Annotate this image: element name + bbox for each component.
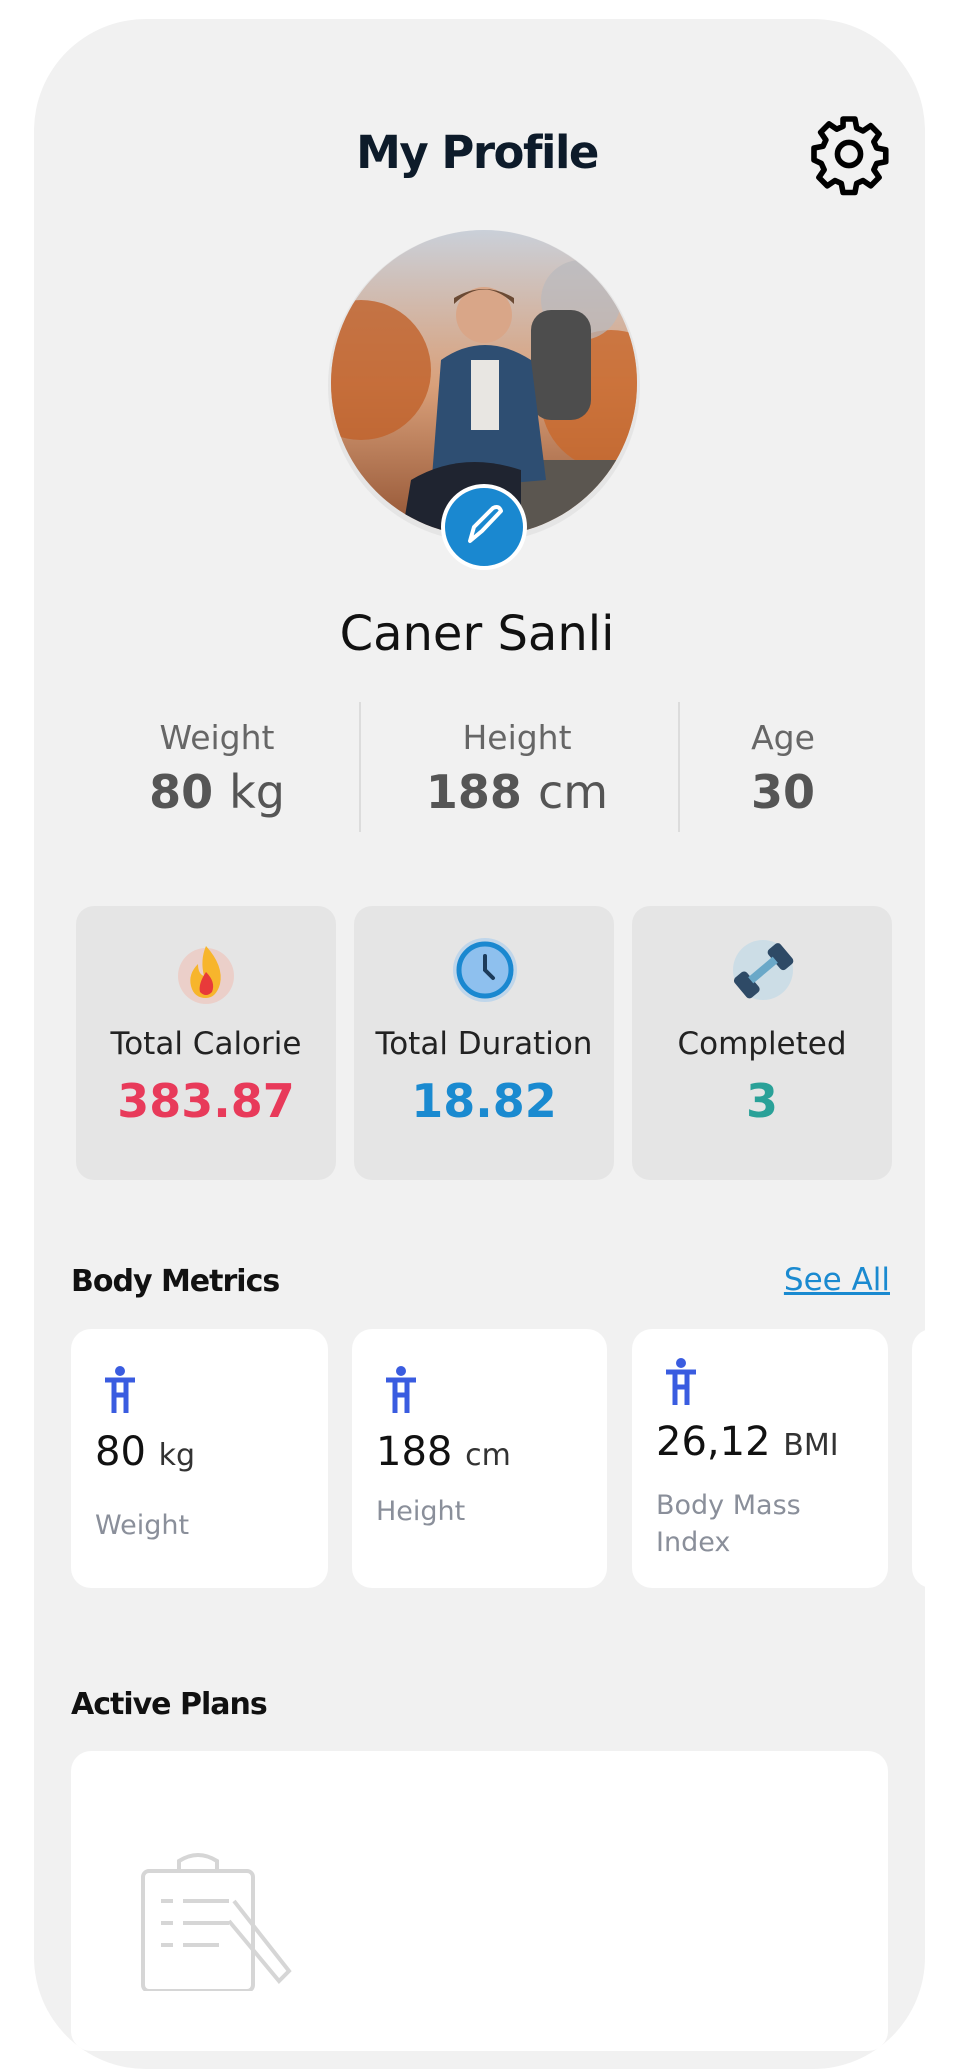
summary-card: Total Calorie 383.87	[76, 906, 336, 1180]
card-label: Total Duration	[375, 1026, 593, 1062]
metric-number: 26,12	[656, 1419, 771, 1465]
card-label: Completed	[677, 1026, 847, 1062]
profile-name: Caner Sanli	[339, 606, 615, 662]
metric-label: Body Mass Index	[656, 1490, 801, 1558]
metric-label: Height	[376, 1496, 466, 1527]
stat-label: Weight	[159, 718, 275, 757]
metric-card: 188 cm Height	[352, 1329, 607, 1588]
metric-unit: kg	[158, 1438, 196, 1473]
metric-card-partial	[912, 1329, 952, 1588]
metric-number: 188	[376, 1429, 453, 1475]
completed-icon	[733, 940, 794, 1000]
see-all-link[interactable]: See All	[783, 1262, 890, 1298]
stat-value: 30	[750, 765, 815, 819]
page-title: My Profile	[356, 126, 599, 179]
metric-unit: cm	[465, 1438, 511, 1473]
card-value: 383.87	[117, 1074, 295, 1128]
avatar	[328, 230, 640, 570]
divider	[359, 702, 361, 832]
summary-card: Total Duration 18.82	[354, 906, 614, 1180]
stat-number: 188	[425, 765, 522, 819]
stat-value: 80 kg	[97, 765, 337, 819]
stat-label: Height	[462, 718, 572, 757]
stat-unit: kg	[229, 765, 285, 819]
stat-weight: Weight 80 kg	[97, 718, 337, 819]
metric-value: 188 cm	[376, 1429, 511, 1475]
card-value: 3	[745, 1074, 778, 1128]
metric-value: 80 kg	[95, 1429, 195, 1475]
person-icon	[666, 1358, 696, 1405]
stat-label: Age	[751, 718, 815, 757]
summary-card: Completed 3	[632, 906, 892, 1180]
metric-unit: BMI	[783, 1428, 839, 1463]
metric-card: 80 kg Weight	[71, 1329, 328, 1588]
page: {"header": {"title": "My Profile"}, "pro…	[34, 19, 952, 2069]
stat-height: Height 188 cm	[397, 718, 637, 819]
metric-label: Weight	[95, 1510, 190, 1541]
calorie-icon	[178, 946, 234, 1004]
metric-value: 26,12 BMI	[656, 1419, 839, 1465]
card-value: 18.82	[411, 1074, 557, 1128]
metric-card: 26,12 BMI Body Mass Index	[632, 1329, 888, 1588]
card-label: Total Calorie	[110, 1026, 302, 1062]
stat-age: Age 30	[663, 718, 903, 819]
metric-number: 80	[95, 1429, 146, 1475]
divider	[678, 702, 680, 832]
stat-number: 80	[149, 765, 214, 819]
empty-plans-icon	[141, 1853, 292, 1991]
section-title: Body Metrics	[71, 1264, 280, 1299]
person-icon	[105, 1366, 135, 1413]
active-plans-card	[71, 1751, 888, 2051]
person-icon	[386, 1366, 416, 1413]
stat-unit: cm	[537, 765, 609, 819]
duration-icon	[453, 938, 517, 1002]
section-title: Active Plans	[71, 1687, 268, 1722]
stat-value: 188 cm	[397, 765, 637, 819]
settings-button[interactable]	[807, 112, 891, 196]
